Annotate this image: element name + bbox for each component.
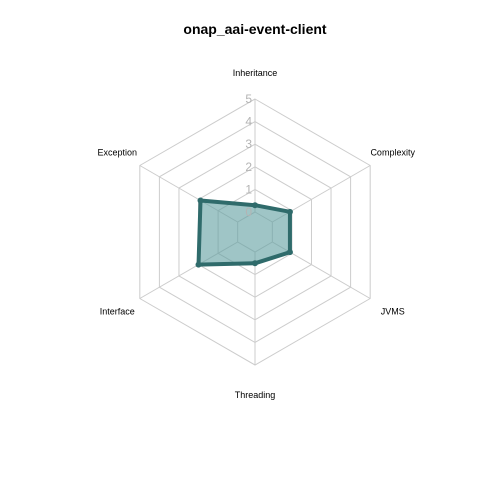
point-inheritance: [252, 202, 258, 209]
tick-label-2: 2: [245, 160, 252, 174]
point-interface: [195, 261, 202, 268]
axis-label-inheritance: Inheritance: [233, 68, 278, 78]
tick-label-5: 5: [245, 92, 252, 106]
point-complexity: [286, 208, 293, 215]
series-0-area: [196, 198, 292, 267]
point-threading: [252, 260, 258, 267]
radar-axis-labels: Inheritance Complexity JVMS Threading Interf…: [98, 68, 416, 400]
point-exception: [197, 197, 204, 204]
tick-label-1: 1: [245, 182, 252, 196]
chart-title: onap_aai-event-client: [183, 21, 326, 37]
radar-series: [195, 197, 293, 268]
tick-label-3: 3: [245, 137, 252, 151]
tick-label-4: 4: [245, 115, 252, 129]
point-jvms: [286, 249, 293, 256]
axis-label-jvms: JVMS: [381, 307, 405, 317]
radar-tick-labels: 0 1 2 3 4 5: [245, 92, 252, 219]
axis-label-complexity: Complexity: [370, 148, 415, 158]
axis-label-interface: Interface: [100, 307, 135, 317]
axis-label-threading: Threading: [235, 390, 276, 400]
tick-label-0: 0: [245, 205, 252, 219]
axis-label-exception: Exception: [98, 148, 138, 158]
